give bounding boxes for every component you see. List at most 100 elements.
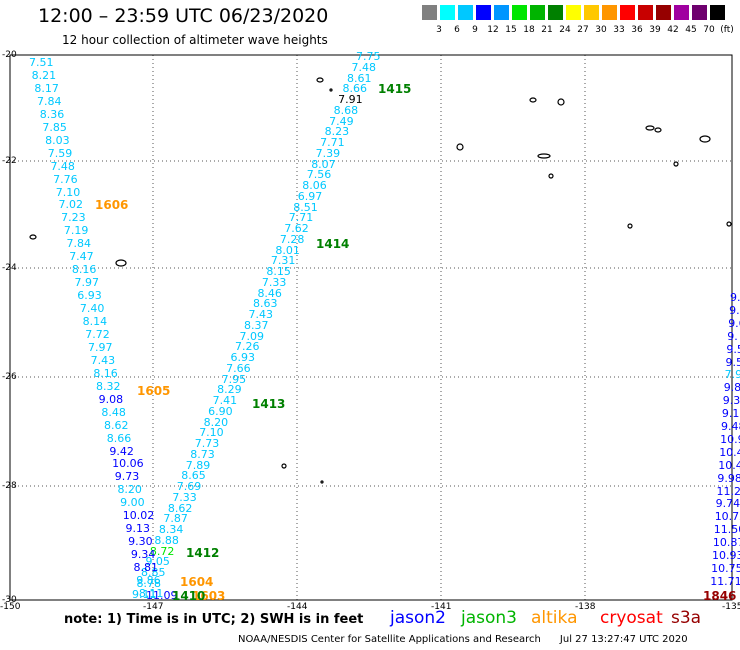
wave-height-label: 11.21	[716, 484, 740, 498]
wave-height-label: 8.81	[133, 561, 159, 575]
wave-height-label: 8.88	[154, 533, 179, 547]
wave-height-label: 7.87	[163, 512, 188, 526]
wave-height-label: 8.16	[93, 366, 118, 380]
wave-height-label: 9.6	[728, 316, 740, 330]
wave-height-label: 9.00	[120, 496, 145, 510]
wave-height-label: 10.87	[712, 536, 740, 550]
y-tick-label: -20	[2, 50, 17, 60]
wave-height-label: 7.91	[338, 93, 363, 106]
island-outline	[537, 153, 551, 159]
wave-height-label: 7.95	[724, 368, 740, 382]
island-outline	[456, 143, 464, 151]
colorbar-swatch	[620, 5, 635, 20]
island-outlines	[29, 77, 732, 484]
wave-height-label: 7.95	[221, 372, 247, 386]
wave-height-label: 8.68	[333, 103, 359, 117]
colorbar-swatch	[602, 5, 617, 20]
wave-height-label: 9.10	[721, 407, 740, 421]
wave-height-label: 7.43	[248, 308, 273, 321]
satellite-name-s3a: s3a	[671, 608, 702, 628]
wave-height-label: 7.66	[226, 361, 251, 375]
wave-height-label: 7.73	[194, 437, 220, 450]
wave-height-label: 9.73	[114, 470, 140, 484]
island-outline	[726, 221, 732, 227]
colorbar-swatch	[710, 5, 725, 20]
pass-time-label: 1413	[252, 397, 286, 411]
colorbar-swatch	[674, 5, 689, 20]
wave-height-label: 8.36	[39, 107, 65, 121]
wave-height-label: 7.26	[235, 340, 260, 354]
colorbar-label: 12	[487, 25, 499, 35]
map-frame	[9, 54, 733, 601]
wave-height-label: 7.59	[47, 146, 73, 160]
y-tick-label: -22	[2, 156, 17, 166]
wave-height-label: 9.42	[109, 444, 134, 458]
colorbar-swatch	[548, 5, 563, 20]
colorbar-swatch	[530, 5, 545, 20]
colorbar-swatch	[566, 5, 581, 20]
wave-height-label: 9.05	[145, 555, 170, 569]
wave-height-label: 7.31	[270, 254, 296, 268]
colorbar-label: 21	[541, 25, 553, 35]
wave-height-label: 10.93	[712, 549, 740, 562]
wave-height-label: 10.72	[714, 510, 740, 524]
colorbar-swatch	[440, 5, 455, 20]
wave-height-label: 8.29	[217, 383, 242, 397]
wave-height-label: 7.71	[320, 136, 345, 149]
wave-height-label: 8.15	[266, 265, 291, 278]
wave-height-label: 8.03	[45, 133, 70, 147]
satellite-name-cryosat: cryosat	[600, 608, 663, 628]
wave-height-label: 6.93	[230, 351, 256, 364]
wave-height-label: 7.40	[79, 302, 105, 316]
wave-height-label: 9.88	[723, 381, 740, 395]
colorbar-label: 33	[613, 25, 625, 35]
island-outline	[645, 125, 655, 131]
pass-time-label: 1415	[378, 82, 412, 96]
wave-height-label: 10.75	[711, 561, 740, 575]
wave-height-label: 7.48	[351, 60, 377, 74]
pass-time-label: 1605	[137, 384, 171, 398]
wave-height-label: 8.46	[257, 286, 282, 300]
satellite-name-altika: altika	[531, 608, 578, 628]
colorbar-swatch	[512, 5, 527, 20]
wave-height-label: 9.11	[132, 587, 157, 601]
map-grid	[10, 55, 732, 600]
wave-height-label: 7.10	[199, 426, 224, 440]
wave-height-label: 8.66	[342, 82, 368, 96]
wave-height-label: 9.86	[136, 574, 161, 587]
wave-height-label: 8.20	[117, 483, 142, 497]
wave-height-label: 7.71	[288, 211, 314, 225]
wave-height-label: 9.53	[725, 355, 740, 369]
wave-height-label: 7.47	[69, 250, 94, 264]
wave-height-label: 10.06	[112, 457, 144, 471]
island-outline	[115, 259, 127, 267]
x-tick-label: -141	[431, 602, 452, 612]
wave-height-label: 6.90	[208, 404, 233, 418]
wave-height-label: 7.85	[42, 120, 67, 134]
colorbar-swatch	[584, 5, 599, 20]
colorbar-label: 6	[454, 25, 460, 35]
satellite-name-jason3: jason3	[461, 608, 517, 628]
pass-time-label: 1846	[703, 589, 737, 603]
wave-height-label: 7.33	[172, 490, 197, 504]
wave-height-label: 9.74	[715, 497, 740, 511]
wave-height-label: 8.14	[82, 315, 108, 328]
wave-height-label: 9.13	[125, 522, 150, 536]
x-tick-label: -144	[287, 602, 308, 612]
colorbar-label: 9	[472, 25, 478, 35]
wave-height-label: 8.72	[149, 544, 175, 558]
wave-height-label: 7.97	[74, 276, 100, 290]
wave-height-label: 7.56	[306, 168, 332, 182]
wave-height-label: 8.16	[71, 263, 97, 277]
colorbar-label: 42	[667, 25, 679, 35]
colorbar-swatch	[656, 5, 671, 20]
wave-height-label: 7.23	[61, 211, 86, 225]
wave-height-label: 8.85	[140, 566, 166, 579]
island-outline	[329, 88, 333, 92]
wave-height-label: 7.33	[261, 275, 287, 289]
wave-height-label: 8.63	[252, 297, 278, 311]
wave-height-label: 10.49	[718, 458, 740, 472]
colorbar-swatch	[476, 5, 491, 20]
y-tick-label: -26	[2, 372, 17, 382]
note-text: note: 1) Time is in UTC; 2) SWH is in fe…	[64, 612, 364, 627]
